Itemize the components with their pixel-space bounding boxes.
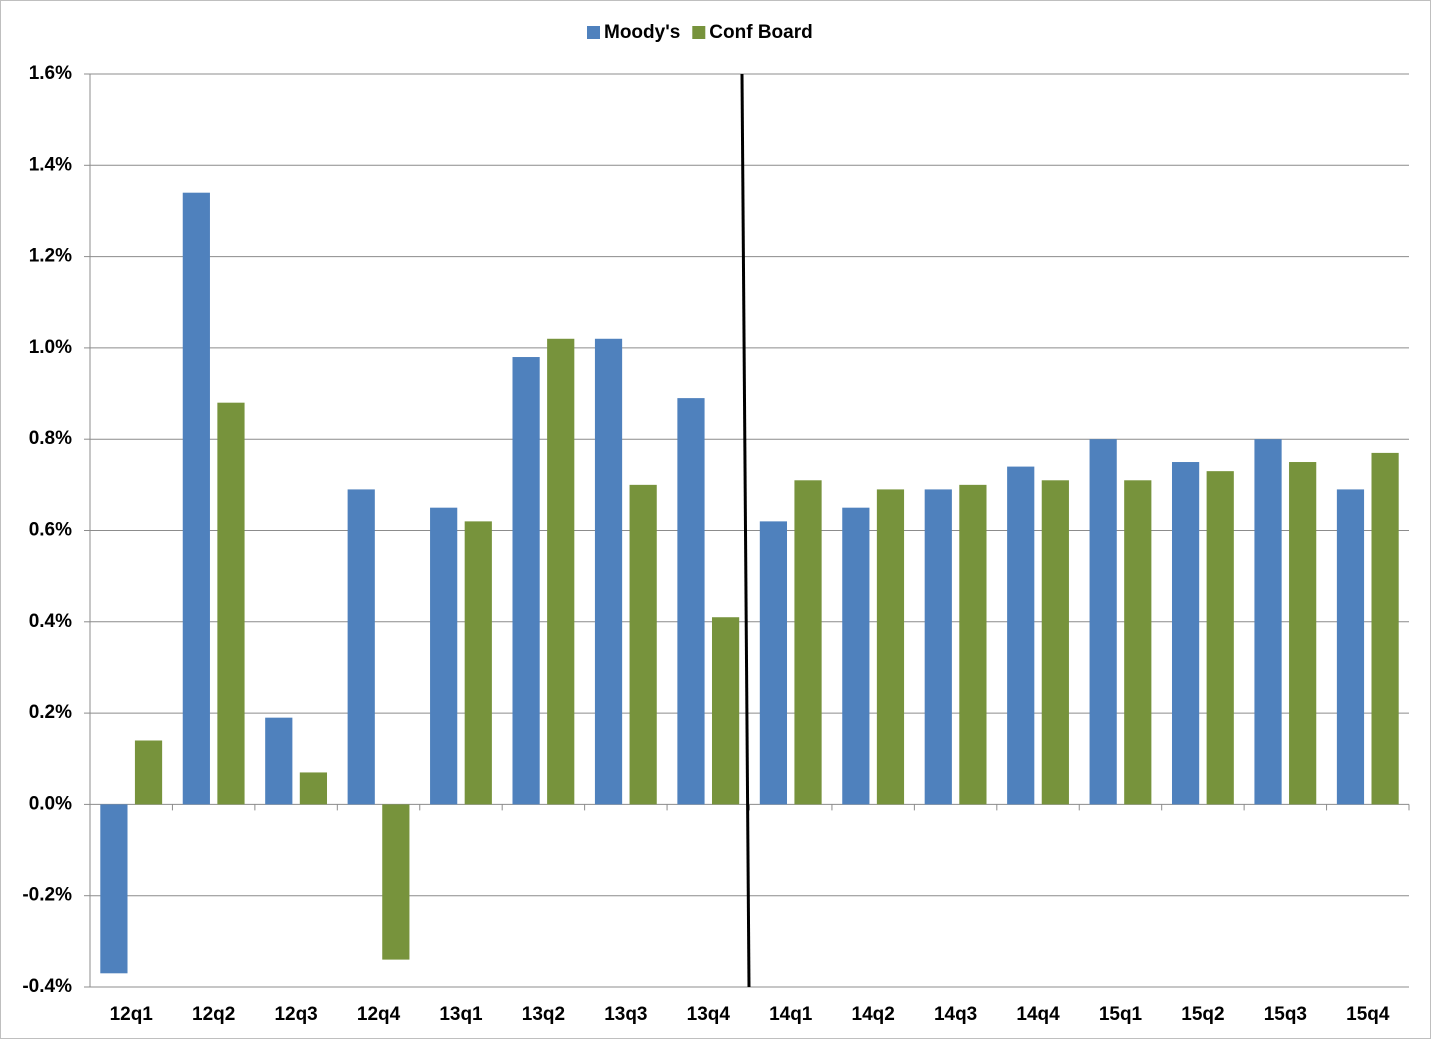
- x-tick-label: 12q2: [192, 1004, 235, 1025]
- legend-label: Conf Board: [709, 22, 812, 43]
- x-tick-label: 15q2: [1181, 1004, 1224, 1025]
- bar: [512, 357, 540, 805]
- divider-line: [740, 73, 751, 988]
- bar: [299, 772, 328, 805]
- y-tick-label: 1.4%: [29, 154, 72, 175]
- bar: [1336, 489, 1365, 805]
- bar: [382, 804, 410, 960]
- legend-label: Moody's: [604, 22, 680, 43]
- x-tick-label: 15q1: [1099, 1004, 1143, 1025]
- x-tick-label: 12q1: [110, 1004, 154, 1025]
- bar: [1289, 462, 1317, 805]
- bar: [794, 480, 822, 805]
- bar: [1089, 439, 1117, 805]
- bar: [134, 740, 163, 805]
- bar: [182, 192, 210, 805]
- bar: [1041, 480, 1069, 805]
- x-tick-label: 14q1: [769, 1004, 813, 1025]
- bar: [759, 521, 788, 805]
- x-tick-label: 15q4: [1346, 1004, 1390, 1025]
- bar: [265, 717, 293, 805]
- bar: [1371, 452, 1399, 805]
- bar: [1254, 439, 1282, 805]
- bar: [876, 489, 905, 805]
- y-tick-label: -0.2%: [22, 885, 72, 906]
- x-tick-label: 13q1: [439, 1004, 483, 1025]
- y-tick-label: 0.0%: [29, 793, 72, 814]
- x-tick-label: 14q4: [1016, 1004, 1060, 1025]
- legend-swatch: [692, 26, 706, 39]
- bar: [711, 617, 740, 805]
- y-tick-label: 1.0%: [29, 337, 72, 358]
- bar: [1171, 462, 1200, 805]
- bar: [464, 521, 492, 805]
- y-tick-label: 0.4%: [29, 611, 72, 632]
- bar: [959, 484, 987, 805]
- x-tick-label: 15q3: [1264, 1004, 1307, 1025]
- bar: [629, 484, 657, 805]
- bar: [677, 398, 705, 805]
- bar: [594, 338, 623, 805]
- y-tick-label: 0.8%: [29, 428, 72, 449]
- x-tick-label: 13q4: [687, 1004, 731, 1025]
- x-tick-label: 14q2: [852, 1004, 895, 1025]
- x-tick-label: 13q2: [522, 1004, 565, 1025]
- bar: [100, 804, 128, 974]
- y-tick-label: 1.6%: [29, 63, 72, 84]
- x-tick-label: 13q3: [604, 1004, 647, 1025]
- bar: [924, 489, 952, 805]
- bar: [430, 507, 458, 805]
- bar: [1206, 471, 1234, 805]
- bar: [1124, 480, 1152, 805]
- legend-swatch: [587, 26, 600, 39]
- bar: [547, 338, 575, 805]
- bar: [217, 402, 245, 805]
- x-tick-label: 12q4: [357, 1004, 401, 1025]
- x-tick-label: 12q3: [274, 1004, 317, 1025]
- bar: [1007, 466, 1035, 805]
- y-tick-label: 0.6%: [29, 520, 72, 541]
- y-tick-label: 0.2%: [29, 702, 72, 723]
- x-tick-label: 14q3: [934, 1004, 977, 1025]
- bar: [347, 489, 375, 805]
- bar: [842, 507, 870, 805]
- y-tick-label: -0.4%: [22, 976, 72, 997]
- y-tick-label: 1.2%: [29, 246, 72, 267]
